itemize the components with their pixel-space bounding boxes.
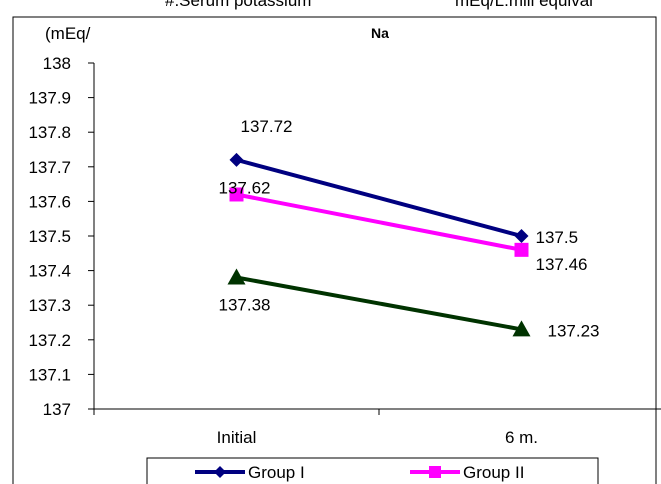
y-tick-label: 138 [43,54,71,73]
x-axis-ticks: Initial 6 m. [93,409,538,447]
series-marker-square [514,242,529,257]
data-label: 137.62 [219,178,271,197]
header-right-text: mEq/L.mill equival [455,0,593,10]
legend-item: Group II [410,463,524,482]
legend: Group I Group II [146,457,599,484]
data-label: 137.5 [536,228,579,247]
series-marker-diamond [514,229,529,243]
series-group: 137.72 137.5 [229,117,579,247]
y-axis-ticks: 137 137.1 137.2 137.3 137.4 137.5 137.6 137.7 13… [28,54,94,419]
series-group: 137.62 137.46 [219,178,588,273]
series-layer: 137.72 137.5 137.62 137.46 137.38 137.23 [219,117,600,341]
data-label: 137.23 [548,321,600,340]
legend-label: Group II [463,463,524,482]
y-tick-label: 137.5 [28,227,71,246]
series-group: 137.38 137.23 [219,268,600,340]
series-line [235,157,523,238]
series-marker-triangle [227,268,246,285]
series-marker-diamond [229,152,244,167]
chart-frame [12,16,657,484]
y-axis-label: (mEq/ [45,24,91,43]
data-label: 137.46 [536,255,588,274]
legend-label: Group I [248,463,305,482]
series-line [236,275,522,332]
x-tick-label: 6 m. [505,428,538,447]
y-tick-label: 137.3 [28,296,71,315]
y-tick-label: 137 [43,400,71,419]
y-tick-label: 137.2 [28,331,71,350]
data-label: 137.38 [219,296,271,315]
legend-item: Group I [195,463,305,482]
y-tick-label: 137.7 [28,158,71,177]
y-tick-label: 137.6 [28,192,71,211]
y-tick-label: 137.8 [28,123,71,142]
x-tick-label: Initial [217,428,257,447]
y-tick-label: 137.4 [28,262,71,281]
series-marker-square [429,466,441,478]
chart-title: Na [371,25,389,41]
series-line [236,192,522,252]
y-tick-label: 137.1 [28,365,71,384]
series-marker-triangle [512,320,531,337]
y-tick-label: 137.9 [28,89,71,108]
series-marker-square [229,187,244,202]
header-left-text: #.Serum potassium [165,0,311,10]
series-marker-diamond [214,466,226,478]
data-label: 137.72 [241,117,293,136]
